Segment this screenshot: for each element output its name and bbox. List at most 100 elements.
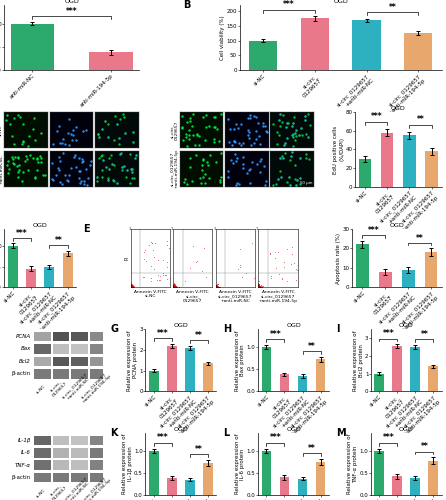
Point	[128, 282, 135, 290]
Point	[255, 284, 262, 292]
Point	[128, 282, 135, 290]
Point	[128, 279, 135, 287]
Bar	[53, 436, 70, 445]
Point	[255, 282, 262, 290]
Point	[163, 236, 170, 244]
Point	[255, 283, 262, 291]
Point	[256, 283, 264, 291]
Point	[169, 283, 177, 291]
Point	[172, 282, 179, 290]
Point	[213, 284, 220, 292]
Point	[255, 284, 262, 292]
Point	[130, 282, 137, 290]
Bar	[410, 347, 420, 391]
Point	[436, 30, 443, 38]
Point	[212, 282, 219, 290]
Point	[130, 283, 137, 291]
Point	[280, 262, 287, 270]
Point	[213, 284, 220, 292]
Point	[170, 282, 178, 290]
Point	[170, 284, 178, 292]
Bar	[301, 18, 329, 70]
Point	[127, 284, 134, 292]
Point	[127, 282, 134, 290]
Bar	[34, 460, 51, 470]
Point	[277, 71, 284, 79]
Point	[169, 284, 177, 292]
Bar	[429, 460, 438, 495]
Point	[234, 265, 241, 273]
Point	[256, 283, 263, 291]
Title: OGD: OGD	[33, 223, 48, 228]
Point	[213, 284, 220, 292]
Point	[255, 283, 262, 291]
Point	[182, 138, 190, 145]
Point	[213, 282, 220, 290]
Point	[127, 282, 134, 290]
Point	[293, 264, 300, 272]
Point	[255, 282, 262, 290]
Point	[128, 283, 135, 291]
Point	[255, 280, 262, 288]
Text: ***: ***	[368, 226, 380, 234]
Point	[212, 284, 219, 292]
Point	[255, 282, 262, 290]
Point	[429, 126, 436, 134]
Point	[213, 283, 220, 291]
Point	[128, 283, 135, 291]
Point	[255, 282, 262, 290]
Point	[257, 282, 264, 290]
Point	[198, 266, 205, 274]
Point	[169, 283, 177, 291]
Point	[171, 283, 178, 291]
Point	[170, 282, 178, 290]
Point	[171, 283, 178, 291]
Bar	[356, 244, 369, 288]
Point	[255, 283, 262, 291]
Text: ***: ***	[270, 434, 281, 442]
Bar	[71, 369, 88, 378]
Point	[212, 283, 219, 291]
Point	[213, 282, 220, 290]
Point	[214, 283, 221, 291]
Point	[212, 282, 219, 290]
Title: DAPI: DAPI	[241, 106, 253, 112]
Bar	[53, 344, 70, 354]
Text: M: M	[336, 428, 346, 438]
Point	[256, 283, 263, 291]
Point	[128, 282, 135, 290]
Point	[212, 284, 219, 292]
Point	[256, 282, 263, 290]
Point	[157, 276, 164, 283]
Point	[128, 282, 136, 290]
Point	[171, 282, 178, 290]
Point	[371, 82, 378, 90]
Point	[170, 283, 177, 291]
Point	[170, 283, 178, 291]
Point	[127, 284, 134, 292]
Point	[255, 284, 262, 292]
Point	[170, 283, 177, 291]
Point	[140, 272, 148, 280]
Bar	[90, 472, 107, 482]
Text: 1: 1	[171, 227, 173, 231]
Point	[170, 280, 177, 287]
Point	[171, 284, 178, 292]
Point	[213, 282, 220, 290]
Point	[255, 283, 262, 291]
Text: I: I	[336, 324, 339, 334]
Point	[256, 283, 263, 291]
Point	[213, 282, 220, 290]
Point	[170, 284, 178, 292]
Point	[256, 282, 263, 290]
Point	[128, 283, 135, 291]
Point	[170, 282, 177, 290]
Point	[172, 284, 179, 292]
Point	[170, 282, 178, 290]
Point	[212, 282, 219, 290]
Point	[212, 284, 219, 292]
Point	[128, 284, 135, 292]
Point	[298, 81, 306, 89]
Text: **: **	[388, 3, 396, 12]
Point	[213, 283, 220, 291]
